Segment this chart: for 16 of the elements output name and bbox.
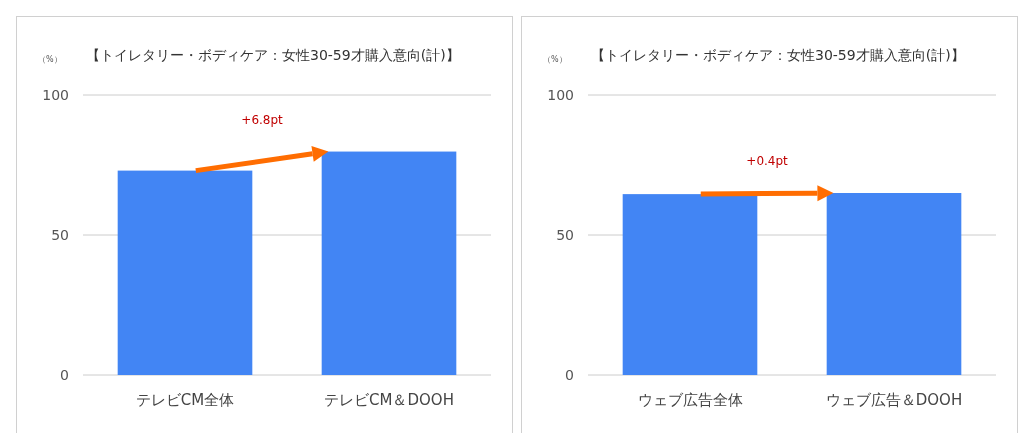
y-tick-label: 50 (556, 226, 574, 243)
y-axis-title: （%） (543, 55, 567, 64)
y-axis-title: （%） (38, 55, 62, 64)
y-tick-label: 100 (42, 86, 69, 103)
annotation: +6.8pt (241, 112, 284, 127)
annotation: +0.4pt (746, 154, 789, 168)
y-tick-label: 0 (565, 366, 574, 383)
x-tick-label: ウェブ広告＆DOOH (825, 391, 963, 409)
x-tick-label: テレビCM全体 (135, 391, 235, 409)
y-tick-label: 0 (60, 366, 69, 383)
x-tick-label: テレビCM＆DOOH (324, 391, 454, 409)
chart-title: 【トイレタリー・ボディケア：女性30-59才購入意向(計)】 (591, 47, 965, 63)
y-tick-label: 50 (51, 226, 69, 243)
x-tick-label: ウェブ広告全体 (637, 391, 743, 409)
y-tick-label: 100 (547, 86, 574, 103)
chart-title: 【トイレタリー・ボディケア：女性30-59才購入意向(計)】 (86, 47, 460, 63)
